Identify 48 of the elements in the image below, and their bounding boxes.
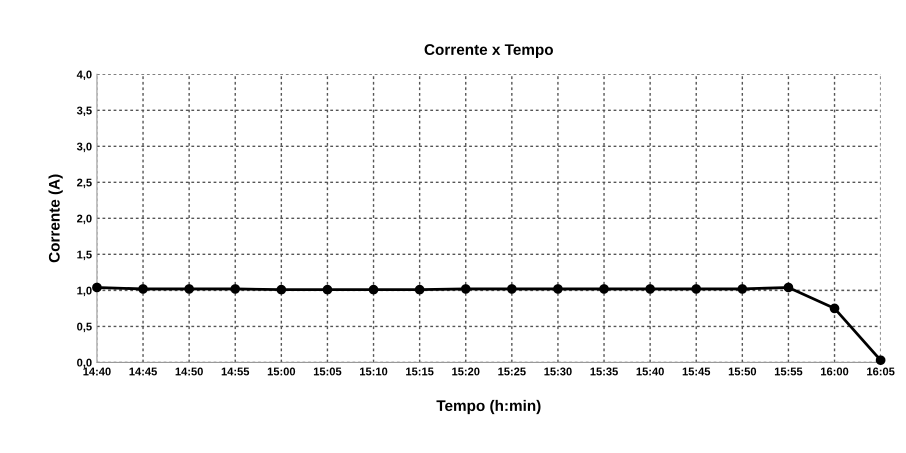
x-tick-label: 15:40 [636,368,664,376]
point [230,284,240,294]
x-tick-label: 16:05 [867,368,895,376]
x-tick-label: 14:55 [222,368,250,376]
point [553,284,563,294]
x-tick-label: 15:30 [544,368,572,376]
y-tick-label: 0,5 [77,322,92,332]
x-tick-label: 15:20 [452,368,480,376]
x-axis-title: Tempo (h:min) [436,400,541,414]
x-tick-label: 14:40 [83,368,111,376]
point [506,284,517,294]
point [368,284,378,295]
point [460,284,471,294]
point [276,284,286,295]
chart-title: Corrente x Tempo [424,44,553,58]
x-tick-label: 15:05 [314,368,342,376]
point [92,282,102,292]
point [599,284,609,294]
y-tick-label: 1,5 [77,250,92,260]
y-tick-label: 4,0 [76,70,92,80]
x-tick-label: 15:50 [728,368,756,376]
y-tick-label: 3,5 [76,106,92,116]
y-tick-label: 2,5 [77,178,92,188]
y-tick-label: 1,0 [77,286,92,296]
point [322,284,332,295]
y-tick-label: 0,0 [77,358,92,368]
x-tick-label: 15:55 [774,368,802,376]
point [184,284,194,294]
x-tick-label: 15:15 [406,368,434,376]
x-tick-label: 14:50 [176,368,203,376]
x-tick-label: 16:00 [821,368,848,376]
point [784,282,794,292]
x-tick-label: 15:25 [498,368,526,376]
x-tick-label: 15:10 [360,368,388,376]
x-tick-label: 15:45 [682,368,710,376]
point [876,355,886,366]
point [691,284,702,294]
y-axis-title: Corrente (A) [48,174,63,262]
point [138,284,148,294]
x-tick-label: 15:35 [590,368,618,376]
point [414,284,424,295]
point [830,304,840,314]
point [645,284,655,294]
y-tick-label: 3,0 [76,142,92,152]
y-tick-label: 2,0 [77,214,92,224]
point [737,284,748,294]
x-tick-label: 15:00 [268,368,296,376]
x-tick-label: 14:45 [130,368,157,376]
